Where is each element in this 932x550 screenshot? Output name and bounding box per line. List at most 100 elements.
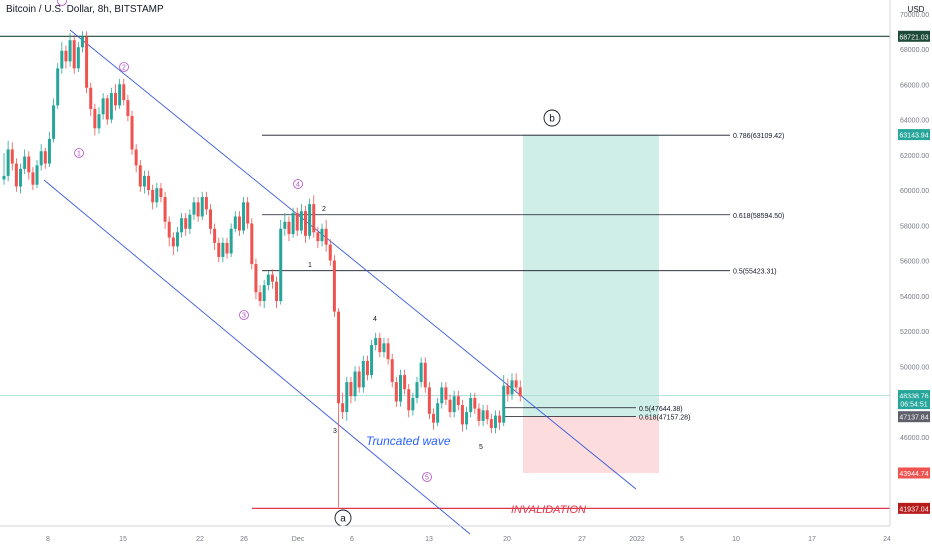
candle-body xyxy=(328,244,332,261)
candle-body xyxy=(452,396,456,413)
candle-body xyxy=(287,221,291,235)
candle-body xyxy=(440,387,444,404)
candle-body xyxy=(163,197,167,222)
candle-body xyxy=(432,413,436,423)
candle-body xyxy=(312,204,316,233)
price-axis[interactable]: 70000.00 68000.00 66000.00 64000.00 62000.00… xyxy=(891,0,932,526)
candle-body xyxy=(370,345,374,376)
price-tick-label: 62000.00 xyxy=(900,153,929,160)
time-tick-label: 26 xyxy=(240,536,248,543)
time-tick-label: 8 xyxy=(46,536,50,543)
time-tick-label: 22 xyxy=(196,536,204,543)
candle-body xyxy=(460,405,464,425)
candle-body xyxy=(14,163,18,187)
candle-body xyxy=(6,149,10,176)
candle-body xyxy=(233,216,237,229)
candle-body xyxy=(130,115,134,150)
candle-body xyxy=(64,50,68,62)
candle-body xyxy=(365,360,369,376)
candle-body xyxy=(27,156,31,173)
price-axis-bg xyxy=(891,0,932,526)
candle-body xyxy=(142,175,146,187)
target-zone[interactable] xyxy=(523,134,659,417)
candle-body xyxy=(213,228,217,243)
candle-body xyxy=(283,221,287,229)
candle-body xyxy=(291,212,295,235)
fib-level-label: 0.618(47157.28) xyxy=(639,414,690,421)
candle-body xyxy=(341,403,345,413)
candle-body xyxy=(52,105,56,139)
wave-label: 1 xyxy=(77,151,81,158)
candle-body xyxy=(151,190,155,203)
wave-label: 3 xyxy=(242,313,246,320)
time-tick-label: 20 xyxy=(503,536,511,543)
price-label-text: 43944.74 xyxy=(899,471,928,478)
candle-body xyxy=(320,228,324,242)
time-tick-label: 6 xyxy=(350,536,354,543)
candle-body xyxy=(138,165,142,187)
candle-body xyxy=(60,50,64,69)
minor-wave-label: 1 xyxy=(308,262,312,269)
candle-body xyxy=(361,360,365,388)
time-axis[interactable]: 8 15 22 26 Dec 6 13 20 27 2022 5 10 17 24 xyxy=(46,536,891,543)
candle-body xyxy=(295,212,299,231)
candle-body xyxy=(2,175,6,180)
candle-body xyxy=(246,202,250,224)
minor-wave-label: 2 xyxy=(322,206,326,213)
candle-body xyxy=(465,412,469,425)
fib-level-label: 0.786(63109.42) xyxy=(733,133,784,140)
candle-body xyxy=(266,274,270,286)
wave-circle-b xyxy=(543,109,561,127)
minor-wave-label: 3 xyxy=(333,428,337,435)
candle-body xyxy=(184,218,188,229)
candle-body xyxy=(114,93,118,106)
price-label-text: 63143.94 xyxy=(899,133,928,140)
candle-body xyxy=(357,371,361,388)
candle-body xyxy=(386,343,390,360)
candle-body xyxy=(477,408,481,421)
candle-body xyxy=(19,168,23,187)
channel-upper-line[interactable] xyxy=(69,29,637,490)
wave-label: 2 xyxy=(122,65,126,72)
price-tick-label: 68000.00 xyxy=(900,47,929,54)
candle-body xyxy=(122,84,126,101)
price-tick-label: 58000.00 xyxy=(900,223,929,230)
price-label-text: 06:54:51 xyxy=(900,402,927,409)
candle-body xyxy=(353,371,357,397)
candle-body xyxy=(502,385,506,423)
candle-body xyxy=(225,242,229,254)
invalidation-label: INVALIDATION xyxy=(511,504,586,516)
candle-body xyxy=(270,274,274,282)
candle-body xyxy=(481,410,485,421)
wave-label: 4 xyxy=(296,182,300,189)
price-tick-label: 70000.00 xyxy=(900,12,929,19)
wave-label-circle xyxy=(74,148,84,158)
candles xyxy=(2,31,522,508)
price-label-box xyxy=(898,411,930,423)
channel-lower-line[interactable] xyxy=(43,179,471,535)
candle-body xyxy=(188,214,192,229)
stop-zone[interactable] xyxy=(523,416,659,473)
candle-body xyxy=(316,232,320,242)
chart-title: Bitcoin / U.S. Dollar, 8h, BITSTAMP xyxy=(6,4,164,15)
price-label-text: 68721.03 xyxy=(899,34,928,41)
candle-body xyxy=(242,202,246,231)
candle-body xyxy=(10,149,14,164)
wave-circle-label: b xyxy=(549,114,555,125)
candle-body xyxy=(200,197,204,217)
candle-body xyxy=(382,343,386,353)
time-tick-label: 13 xyxy=(425,536,433,543)
candle-body xyxy=(147,175,151,190)
candle-body xyxy=(332,260,336,312)
candle-body xyxy=(398,375,402,402)
candle-body xyxy=(155,188,159,203)
candle-body xyxy=(337,311,341,404)
candle-body xyxy=(345,382,349,413)
candle-body xyxy=(126,100,130,116)
time-tick-label: 24 xyxy=(883,536,891,543)
candle-body xyxy=(68,40,72,62)
price-tick-label: 46000.00 xyxy=(900,435,929,442)
candle-body xyxy=(456,396,460,406)
wave-circle-label: a xyxy=(340,514,346,525)
